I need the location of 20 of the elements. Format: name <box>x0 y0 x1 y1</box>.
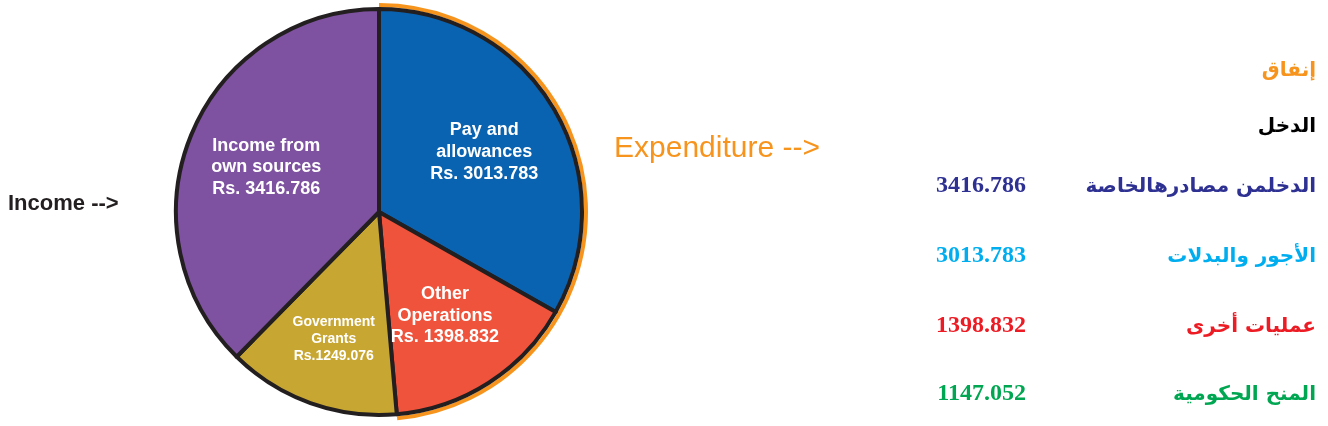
data-label: Rs.1249.076 <box>293 346 375 363</box>
data-label: Rs. 3013.783 <box>430 162 539 183</box>
text: إنفاق <box>1261 57 1316 81</box>
slice-label: Pay and allowances <box>436 119 533 161</box>
text: 1398.832 <box>936 311 1026 337</box>
data-label: Rs. 3416.786 <box>212 177 321 198</box>
data-label: Rs. 1398.832 <box>390 326 499 347</box>
text: الأجور والبدلات <box>1167 242 1316 267</box>
text: الدخلمن مصادرهالخاصة <box>1085 173 1316 197</box>
text: المنح الحكومية <box>1173 381 1316 405</box>
slice-label: Government Grants <box>292 313 376 346</box>
text: 3416.786 <box>936 171 1026 197</box>
text: Income --> <box>8 190 119 215</box>
text: 1147.052 <box>937 379 1026 405</box>
slice-label: Income from own sources <box>211 134 322 177</box>
slice-label: Other Operations <box>397 283 493 325</box>
text: Expenditure --> <box>614 130 820 163</box>
text: 3013.783 <box>936 241 1026 267</box>
text: عمليات أخرى <box>1185 311 1316 337</box>
text: الدخل <box>1257 113 1316 137</box>
